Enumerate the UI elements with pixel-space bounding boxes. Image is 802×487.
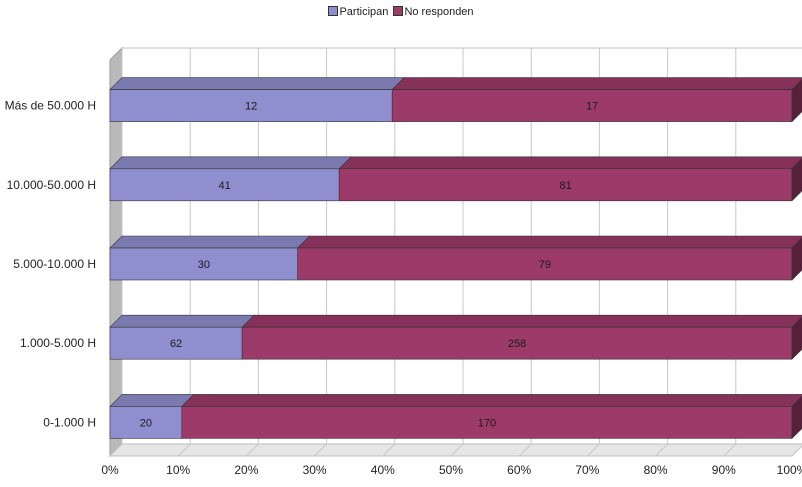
bar-no-responden: [181, 406, 793, 439]
bar-participan: [109, 247, 299, 281]
bar-no-responden: [391, 89, 793, 122]
y-category-label: Más de 50.000 H: [5, 99, 96, 113]
x-tick-label: 50%: [439, 463, 463, 477]
bar-top-no-responden: [338, 156, 802, 170]
gridline-floor: [314, 443, 327, 457]
x-tick-label: 40%: [371, 463, 395, 477]
legend-item-participan: Participan: [328, 6, 388, 18]
x-tick-label: 60%: [507, 463, 531, 477]
y-category-label: 10.000-50.000 H: [7, 178, 96, 192]
data-label: 17: [586, 101, 598, 113]
y-category-label: 1.000-5.000 H: [20, 336, 96, 350]
bar-participan: [109, 168, 340, 202]
data-label: 79: [539, 259, 551, 271]
gridline-floor: [723, 443, 737, 457]
data-label: 20: [140, 417, 152, 429]
bar-participan: [109, 406, 183, 439]
bar-side: [791, 79, 802, 123]
gridline-floor: [177, 443, 191, 457]
bar-top-participan: [109, 314, 255, 328]
data-label: 62: [170, 338, 182, 350]
data-label: 30: [198, 259, 210, 271]
data-label: 41: [218, 180, 230, 192]
x-tick-label: 20%: [234, 463, 258, 477]
x-tick-label: 90%: [712, 463, 736, 477]
x-tick-label: 70%: [575, 463, 599, 477]
gridline-floor: [587, 443, 600, 457]
bar-no-responden: [297, 247, 793, 281]
legend-label-no-responden: No responden: [404, 6, 474, 18]
x-tick-label: 0%: [101, 463, 119, 477]
bar-participan: [109, 326, 243, 360]
gridline-floor: [791, 445, 802, 457]
chart-legend: Participan No responden: [0, 6, 802, 18]
bar-top-no-responden: [391, 77, 802, 90]
y-category-label: 0-1.000 H: [43, 415, 96, 429]
x-tick-label: 80%: [644, 463, 668, 477]
gridline-floor: [655, 443, 668, 457]
bar-participan: [109, 89, 393, 122]
x-tick-label: 30%: [303, 463, 327, 477]
bar-side: [791, 158, 802, 202]
x-tick-label: 10%: [166, 463, 190, 477]
legend-swatch-participan: [328, 6, 339, 16]
gridline-floor: [382, 443, 396, 457]
bar-top-participan: [109, 394, 195, 407]
bar-top-no-responden: [181, 394, 802, 407]
legend-label-participan: Participan: [339, 6, 389, 18]
legend-swatch-no-responden: [393, 6, 404, 16]
bar-top-participan: [109, 156, 352, 170]
bar-top-participan: [109, 235, 311, 249]
plot-floor: [108, 443, 802, 457]
bar-top-no-responden: [296, 235, 802, 249]
gridline-floor: [518, 443, 532, 457]
data-label: 258: [508, 338, 526, 350]
bar-side: [791, 237, 802, 281]
bar-no-responden: [241, 326, 793, 360]
bar-side: [791, 316, 802, 360]
data-label: 12: [245, 101, 257, 113]
data-label: 170: [478, 417, 496, 429]
gridline-floor: [109, 443, 123, 457]
bar-side: [791, 395, 802, 440]
bar-top-no-responden: [241, 314, 802, 328]
bar-top-participan: [109, 77, 405, 90]
gridline-floor: [450, 443, 464, 457]
data-label: 81: [559, 180, 571, 192]
gridline-floor: [246, 443, 259, 457]
bar-no-responden: [338, 168, 793, 202]
legend-item-no-responden: No responden: [393, 6, 474, 18]
x-tick-label: 100%: [777, 463, 802, 477]
y-category-label: 5.000-10.000 H: [13, 257, 96, 271]
